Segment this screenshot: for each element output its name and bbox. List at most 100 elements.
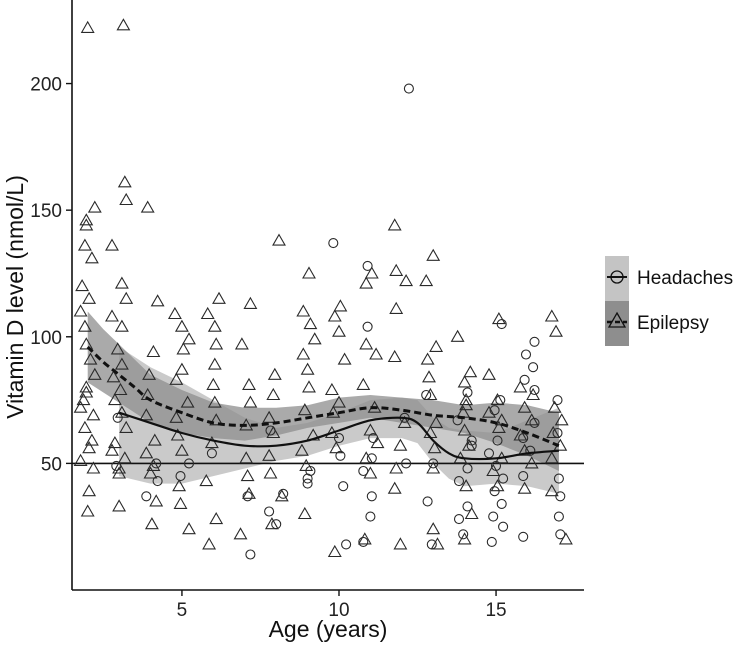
point-epilepsy [147,433,162,446]
point-epilepsy [517,443,532,456]
point-epilepsy [209,413,224,426]
point-headaches [498,473,509,484]
point-epilepsy [482,367,496,380]
point-headaches [341,539,352,550]
point-headaches [489,405,500,416]
point-headaches [498,521,509,532]
plot-area [72,18,584,560]
point-headaches [141,491,152,502]
point-epilepsy [167,306,182,320]
point-epilepsy [272,233,286,246]
legend-triangle-icon [607,311,627,328]
point-epilepsy [457,532,472,545]
point-epilepsy [389,301,404,314]
point-headaches [518,531,529,542]
point-epilepsy [547,400,562,413]
point-epilepsy [84,251,99,264]
point-epilepsy [459,398,474,411]
point-epilepsy [77,420,92,433]
point-epilepsy [79,213,94,226]
point-epilepsy [83,352,98,365]
point-headaches [278,488,289,499]
point-epilepsy [242,377,256,390]
band-epilepsy [87,311,559,471]
point-epilepsy [73,304,88,317]
point-epilepsy [307,332,322,345]
point-epilepsy [119,291,134,304]
point-epilepsy [170,428,185,441]
point-epilepsy [544,484,559,497]
point-epilepsy [387,349,402,363]
point-epilepsy [297,506,312,520]
point-epilepsy [419,273,434,287]
point-epilepsy [332,324,346,337]
point-epilepsy [150,294,165,307]
legend-label-epilepsy: Epilepsy [637,313,709,334]
point-epilepsy [199,473,214,487]
point-epilepsy [114,276,129,289]
point-epilepsy [140,200,155,213]
point-epilepsy [79,218,94,231]
point-epilepsy [359,451,374,464]
point-epilepsy [80,20,95,33]
point-headaches [529,384,540,396]
point-epilepsy [112,461,127,474]
point-epilepsy [426,522,441,535]
point-epilepsy [558,532,573,545]
y-tick-label: 100 [30,328,62,349]
point-epilepsy [457,375,472,388]
point-headaches [555,491,566,502]
trend-line-headaches [118,411,560,461]
point-epilepsy [146,458,161,471]
point-epilepsy [107,435,122,449]
legend: Headaches Epilepsy [605,256,733,346]
point-epilepsy [176,342,191,355]
point-epilepsy [517,481,532,494]
point-epilepsy [427,441,442,454]
point-epilepsy [357,532,372,545]
point-headaches [152,476,163,487]
point-epilepsy [359,337,374,350]
point-epilepsy [107,392,122,406]
point-headaches [333,433,345,444]
point-epilepsy [491,420,506,433]
point-epilepsy [459,479,474,492]
point-headaches [366,491,377,502]
point-epilepsy [426,248,441,261]
point-epilepsy [82,291,97,304]
point-epilepsy [426,461,441,474]
point-epilepsy [546,425,561,439]
point-epilepsy [549,324,563,337]
axis-ticks: 5 10 15 50 100 150 200 [30,75,506,621]
point-epilepsy [105,238,119,251]
point-epilepsy [105,443,119,456]
point-headaches [462,501,473,512]
point-epilepsy [332,395,346,408]
point-epilepsy [204,435,219,449]
point-epilepsy [266,387,281,401]
point-headaches [552,395,563,406]
y-tick-label: 200 [30,75,62,96]
y-tick-label: 150 [30,201,62,222]
point-epilepsy [174,443,189,456]
point-headaches [206,448,217,459]
point-headaches [553,511,564,522]
point-epilepsy [207,357,222,370]
point-epilepsy [513,428,528,441]
legend-circle-icon [610,270,624,284]
point-epilepsy [296,347,311,360]
point-epilepsy [180,395,195,408]
point-epilepsy [200,306,215,320]
point-headaches [529,336,540,347]
point-epilepsy [144,517,159,530]
point-epilepsy [422,370,436,383]
point-epilepsy [544,309,559,322]
point-epilepsy [73,453,88,466]
point-epilepsy [173,496,188,509]
point-epilepsy [172,479,187,492]
point-headaches [492,435,503,446]
point-epilepsy [112,499,127,512]
point-headaches [453,514,465,525]
point-epilepsy [212,291,226,304]
point-epilepsy [297,403,312,416]
